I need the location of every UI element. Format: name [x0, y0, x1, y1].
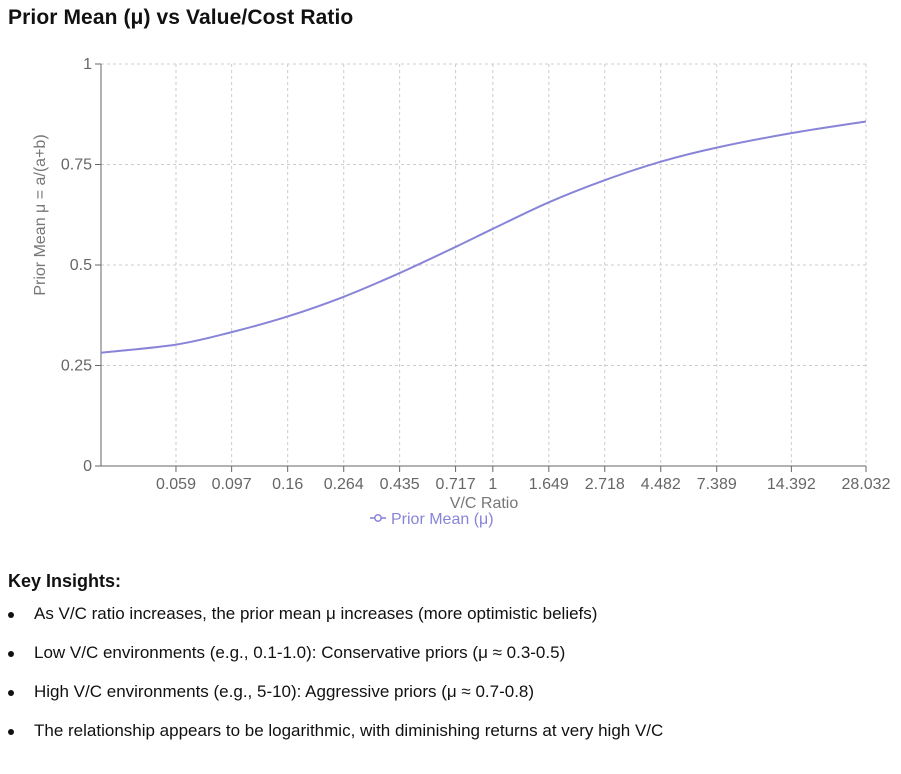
x-tick-label: 7.389	[697, 476, 737, 493]
chart-series	[100, 120, 867, 354]
insight-item: As V/C ratio increases, the prior mean μ…	[8, 604, 888, 624]
y-axis-label: Prior Mean μ = a/(a+b)	[32, 134, 49, 295]
x-tick-label: 0.059	[156, 476, 196, 493]
y-tick-label: 1	[83, 56, 92, 73]
y-tick-label: 0.25	[61, 358, 92, 375]
insight-item: The relationship appears to be logarithm…	[8, 721, 888, 741]
y-tick-label: 0.75	[61, 157, 92, 174]
x-tick-label: 0.717	[436, 476, 476, 493]
chart-legend[interactable]: Prior Mean (μ)	[370, 511, 494, 528]
x-tick-label: 2.718	[585, 476, 625, 493]
x-axis-ticks: 0.059 0.097 0.16 0.264 0.435 0.717 1 1.649 2.718…	[156, 466, 891, 493]
y-tick-label: 0	[83, 458, 92, 475]
x-tick-label: 0.435	[380, 476, 420, 493]
x-axis-label: V/C Ratio	[450, 495, 519, 512]
chart-grid	[101, 63, 867, 466]
page-title: Prior Mean (μ) vs Value/Cost Ratio	[8, 6, 354, 29]
x-tick-label: 14.392	[767, 476, 816, 493]
x-tick-label: 0.16	[272, 476, 303, 493]
insights-list: As V/C ratio increases, the prior mean μ…	[8, 604, 888, 760]
legend-dot-icon	[374, 514, 382, 522]
insights-title: Key Insights:	[8, 571, 122, 591]
x-tick-label: 1.649	[529, 476, 569, 493]
legend-label: Prior Mean (μ)	[391, 511, 494, 528]
series-line	[100, 120, 867, 354]
line-chart: 0.059 0.097 0.16 0.264 0.435 0.717 1 1.649 2.718…	[32, 56, 891, 528]
x-tick-label: 0.097	[212, 476, 252, 493]
x-tick-label: 28.032	[842, 476, 891, 493]
insight-item: High V/C environments (e.g., 5-10): Aggr…	[8, 682, 888, 702]
y-tick-label: 0.5	[70, 257, 92, 274]
x-tick-label: 0.264	[324, 476, 364, 493]
x-tick-label: 4.482	[641, 476, 681, 493]
insight-item: Low V/C environments (e.g., 0.1-1.0): Co…	[8, 643, 888, 663]
y-axis-ticks: 0 0.25 0.5 0.75 1	[61, 56, 101, 475]
x-tick-label: 1	[488, 476, 497, 493]
